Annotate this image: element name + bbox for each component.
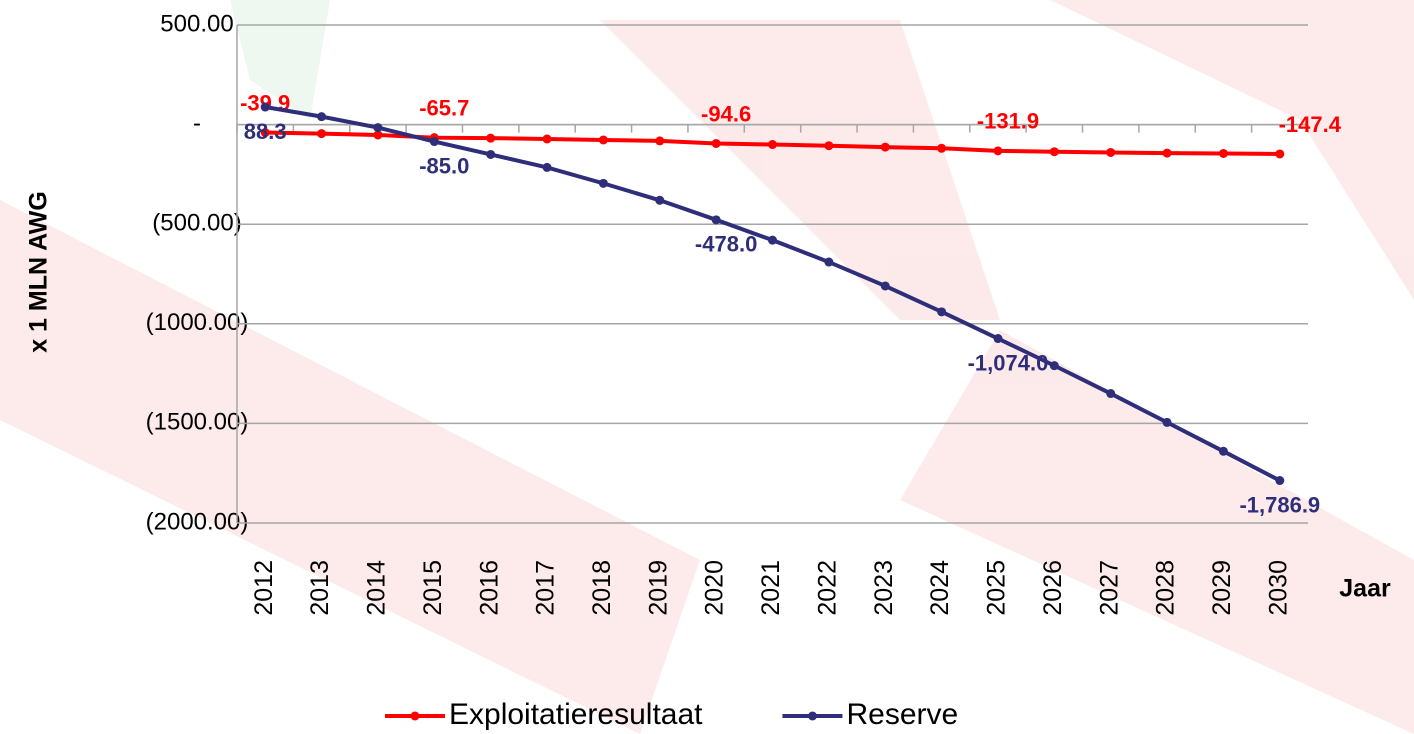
data-label: -478.0 [695, 232, 757, 257]
data-label: -147.4 [1279, 112, 1342, 137]
legend-label: Exploitatieresultaat [449, 698, 703, 731]
point [260, 128, 270, 138]
point [1049, 147, 1059, 157]
x-tick-label: 2019 [644, 560, 672, 616]
point [486, 149, 496, 159]
point [711, 138, 721, 148]
point [542, 162, 552, 172]
legend-marker [807, 711, 817, 721]
point [937, 307, 947, 317]
x-tick-label: 2023 [870, 560, 898, 616]
x-tick-label: 2021 [757, 560, 785, 616]
y-axis-label: x 1 MLN AWG [25, 191, 53, 353]
data-label: -1,074.0 [968, 350, 1049, 375]
x-tick-label: 2022 [813, 560, 841, 616]
x-tick-label: 2030 [1264, 560, 1292, 616]
point [1218, 446, 1228, 456]
point [317, 112, 327, 122]
x-tick-label: 2027 [1095, 560, 1123, 616]
x-tick-label: 2029 [1208, 560, 1236, 616]
x-tick-label: 2024 [926, 560, 954, 616]
y-tick-label: (1000.00) [146, 309, 249, 336]
point [1275, 476, 1285, 486]
point [824, 141, 834, 151]
legend-marker [410, 711, 420, 721]
point [260, 102, 270, 112]
point [1106, 147, 1116, 157]
point [1049, 361, 1059, 371]
data-label: -131.9 [977, 109, 1039, 134]
point [993, 146, 1003, 156]
point [880, 142, 890, 152]
point [1162, 417, 1172, 427]
point [1106, 389, 1116, 399]
x-tick-label: 2016 [475, 560, 503, 616]
x-tick-label: 2018 [588, 560, 616, 616]
data-label: -85.0 [419, 153, 469, 178]
x-tick-label: 2017 [532, 560, 560, 616]
point [598, 135, 608, 145]
point [655, 195, 665, 205]
point [768, 140, 777, 150]
point [1275, 149, 1285, 159]
point [655, 136, 665, 146]
data-label: -1,786.9 [1239, 492, 1320, 517]
data-label: 88.3 [244, 119, 287, 144]
x-tick-label: 2014 [363, 560, 391, 616]
x-axis-label: Jaar [1339, 575, 1391, 603]
point [824, 257, 834, 267]
point [317, 129, 327, 139]
x-tick-label: 2025 [983, 560, 1011, 616]
x-tick-label: 2028 [1152, 560, 1180, 616]
legend-label: Reserve [846, 698, 958, 731]
point [1218, 148, 1228, 158]
point [486, 133, 496, 143]
x-tick-label: 2020 [701, 560, 729, 616]
y-tick-label: (2000.00) [146, 508, 249, 535]
point [768, 235, 777, 245]
data-label: -65.7 [419, 95, 469, 120]
y-tick-label: 500.00 [160, 10, 233, 37]
x-tick-label: 2013 [306, 560, 334, 616]
x-tick-label: 2012 [250, 560, 278, 616]
y-tick-label: - [193, 110, 201, 137]
point [373, 123, 383, 133]
x-tick-label: 2015 [419, 560, 447, 616]
point [993, 334, 1003, 344]
y-tick-label: (500.00) [152, 210, 241, 237]
point [1162, 148, 1172, 158]
point [711, 215, 721, 225]
point [542, 134, 552, 144]
point [598, 178, 608, 188]
data-label: -94.6 [701, 101, 751, 126]
point [937, 143, 947, 153]
point [429, 137, 439, 147]
point [373, 130, 383, 140]
point [880, 281, 890, 291]
y-tick-label: (1500.00) [146, 409, 249, 436]
x-tick-label: 2026 [1039, 560, 1067, 616]
